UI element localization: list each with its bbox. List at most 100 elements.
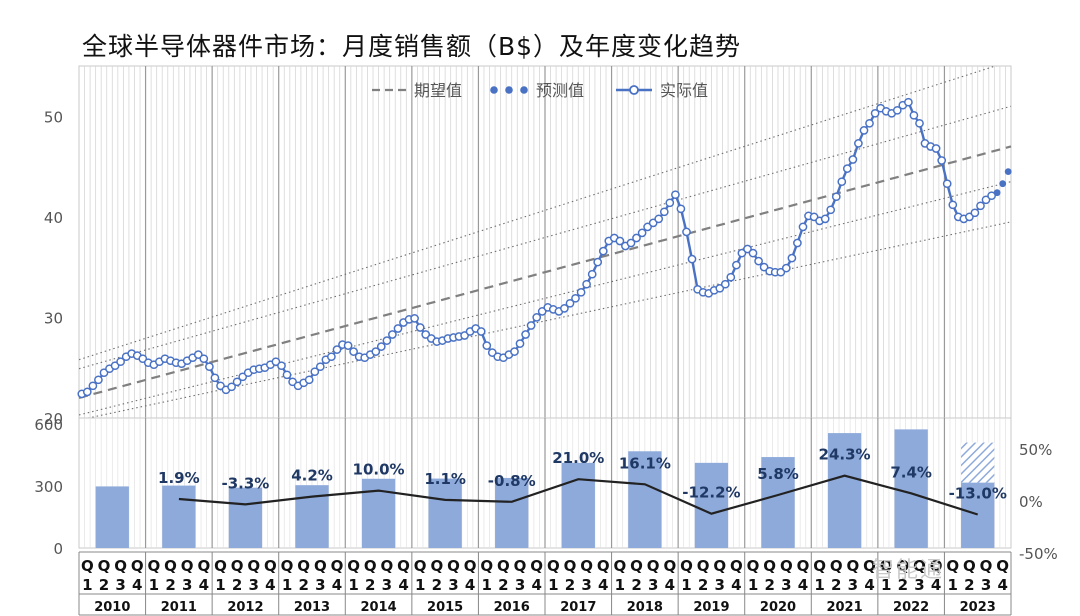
quarter-label-bottom: 2: [498, 576, 508, 594]
chart-title: 全球半导体器件市场：月度销售额（B$）及年度变化趋势: [82, 32, 742, 61]
quarter-label-top: Q: [164, 557, 177, 575]
y-axis: 20 30 40 50: [44, 108, 63, 428]
bar: [761, 457, 795, 548]
y2-tick-label: 50%: [1019, 441, 1052, 459]
quarter-label-top: Q: [780, 557, 793, 575]
y-tick-label: 40: [44, 209, 63, 227]
actual-point: [393, 324, 403, 333]
quarter-label-top: Q: [547, 557, 560, 575]
actual-point: [193, 350, 203, 359]
actual-point: [382, 336, 392, 345]
quarter-label-top: Q: [830, 557, 843, 575]
actual-point: [965, 212, 974, 222]
actual-point: [282, 370, 292, 380]
quarter-label-top: Q: [597, 557, 610, 575]
actual-point: [388, 330, 397, 339]
bar-y-tick-label: 0: [53, 540, 63, 558]
actual-point: [632, 233, 641, 243]
actual-point: [421, 330, 431, 339]
quarter-label-top: Q: [148, 557, 161, 575]
quarter-label-bottom: 4: [132, 576, 142, 594]
actual-point: [976, 201, 985, 211]
actual-point: [515, 339, 525, 348]
actual-point: [343, 341, 353, 350]
quarter-label-top: Q: [264, 557, 277, 575]
actual-point: [826, 205, 836, 215]
quarter-label-bottom: 3: [715, 576, 725, 594]
bar: [428, 478, 462, 548]
quarter-label-top: Q: [281, 557, 294, 575]
quarter-label-top: Q: [98, 557, 111, 575]
quarter-label-bottom: 2: [298, 576, 308, 594]
quarter-label-bottom: 2: [432, 576, 442, 594]
quarter-label-top: Q: [464, 557, 477, 575]
quarter-label-top: Q: [497, 557, 510, 575]
actual-point: [205, 362, 214, 372]
quarter-label-top: Q: [896, 557, 909, 575]
quarter-label-bottom: 4: [465, 576, 475, 594]
yoy-label: 10.0%: [353, 461, 405, 479]
actual-point: [793, 238, 802, 248]
year-label: 2023: [960, 600, 996, 615]
yoy-label: 21.0%: [552, 449, 604, 467]
quarter-label-bottom: 4: [598, 576, 608, 594]
quarter-label-bottom: 2: [365, 576, 375, 594]
actual-point: [798, 222, 808, 232]
quarter-label-bottom: 4: [199, 576, 209, 594]
actual-point: [582, 279, 591, 289]
year-label: 2016: [494, 600, 530, 615]
bar: [561, 462, 595, 548]
bar-chart: 1.9% -3.3% 4.2% 10.0% 1.1% -0.8% 21.0% 16.1% -12…: [34, 416, 1057, 563]
quarter-label-bottom: 3: [581, 576, 591, 594]
actual-point: [837, 177, 847, 187]
bar: [95, 486, 129, 548]
yoy-label: 1.9%: [158, 469, 200, 487]
actual-point: [560, 304, 569, 313]
quarter-label-top: Q: [630, 557, 643, 575]
actual-point: [987, 191, 996, 201]
actual-point: [870, 108, 880, 118]
quarter-label-top: Q: [314, 557, 327, 575]
actual-point: [487, 348, 497, 357]
yoy-label: 1.1%: [424, 470, 466, 488]
actual-point: [909, 110, 919, 120]
quarter-label-top: Q: [381, 557, 394, 575]
actual-point: [349, 347, 358, 356]
quarter-label-bottom: 3: [981, 576, 991, 594]
quarter-label-bottom: 3: [781, 576, 791, 594]
quarter-label-top: Q: [181, 557, 194, 575]
quarter-label-bottom: 4: [931, 576, 941, 594]
quarter-label-bottom: 3: [515, 576, 525, 594]
quarter-label-bottom: 2: [565, 576, 575, 594]
quarter-label-top: Q: [680, 557, 693, 575]
quarter-label-top: Q: [514, 557, 527, 575]
quarter-label-bottom: 4: [398, 576, 408, 594]
quarter-label-bottom: 3: [448, 576, 458, 594]
y-tick-label: 20: [44, 410, 63, 428]
actual-point: [659, 207, 669, 217]
actual-point: [415, 323, 425, 332]
actual-point: [227, 382, 236, 392]
quarter-label-top: Q: [247, 557, 260, 575]
bar-forecast: [961, 442, 995, 483]
bar: [228, 487, 263, 548]
quarter-label-bottom: 2: [99, 576, 109, 594]
quarter-label-top: Q: [297, 557, 310, 575]
quarter-label-top: Q: [114, 557, 127, 575]
actual-point: [787, 253, 797, 263]
quarter-label-bottom: 4: [864, 576, 874, 594]
quarter-label-bottom: 4: [531, 576, 541, 594]
actual-point: [737, 248, 747, 258]
forecast-point: [1004, 168, 1012, 176]
quarter-label-top: Q: [913, 557, 926, 575]
bar: [894, 429, 928, 548]
quarter-label-top: Q: [980, 557, 993, 575]
y2-tick-label: 0%: [1019, 493, 1043, 511]
year-label: 2022: [893, 600, 929, 615]
actual-point: [732, 260, 741, 270]
quarter-label-bottom: 1: [548, 576, 558, 594]
actual-point: [615, 236, 625, 246]
year-label: 2018: [627, 600, 663, 615]
x-axis: Q1Q2Q3Q42010Q1Q2Q3Q42011Q1Q2Q3Q42012Q1Q2…: [78, 551, 1012, 616]
actual-point: [776, 267, 786, 277]
